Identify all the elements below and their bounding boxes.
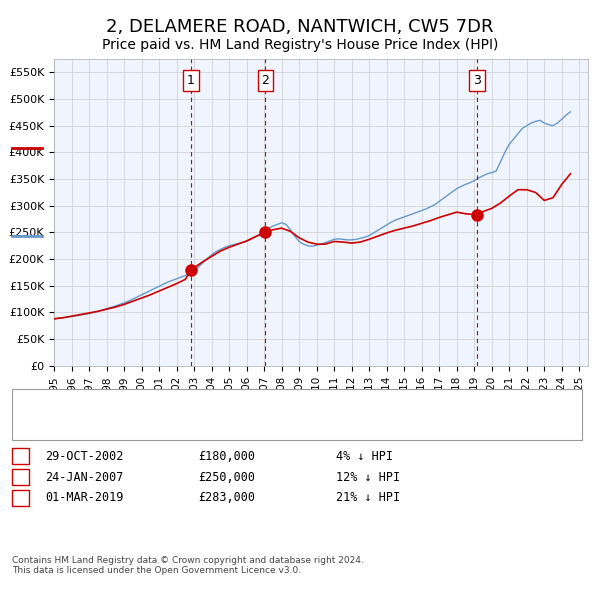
Text: 2: 2 [262,74,269,87]
Text: 3: 3 [473,74,481,87]
Text: 3: 3 [17,491,24,504]
Text: 2, DELAMERE ROAD, NANTWICH, CW5 7DR: 2, DELAMERE ROAD, NANTWICH, CW5 7DR [106,18,494,36]
Text: 12% ↓ HPI: 12% ↓ HPI [336,470,400,484]
Text: 4% ↓ HPI: 4% ↓ HPI [336,450,393,463]
Text: HPI: Average price, detached house, Cheshire East: HPI: Average price, detached house, Ches… [51,423,357,432]
Text: £180,000: £180,000 [198,450,255,463]
Text: 01-MAR-2019: 01-MAR-2019 [45,491,124,504]
Text: Contains HM Land Registry data © Crown copyright and database right 2024.
This d: Contains HM Land Registry data © Crown c… [12,556,364,575]
Text: Price paid vs. HM Land Registry's House Price Index (HPI): Price paid vs. HM Land Registry's House … [102,38,498,53]
Text: 29-OCT-2002: 29-OCT-2002 [45,450,124,463]
Text: 21% ↓ HPI: 21% ↓ HPI [336,491,400,504]
Text: 1: 1 [187,74,195,87]
Text: £250,000: £250,000 [198,470,255,484]
Text: 2: 2 [17,470,24,484]
Text: 2, DELAMERE ROAD, NANTWICH, CW5 7DR (detached house): 2, DELAMERE ROAD, NANTWICH, CW5 7DR (det… [51,402,376,412]
Text: 24-JAN-2007: 24-JAN-2007 [45,470,124,484]
Text: £283,000: £283,000 [198,491,255,504]
Text: 1: 1 [17,450,24,463]
